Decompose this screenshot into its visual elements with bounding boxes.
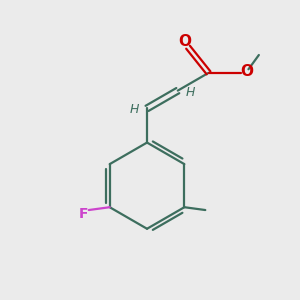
Text: F: F	[79, 207, 88, 221]
Text: H: H	[186, 85, 195, 99]
Text: H: H	[130, 103, 139, 116]
Text: O: O	[178, 34, 192, 49]
Text: O: O	[240, 64, 253, 79]
